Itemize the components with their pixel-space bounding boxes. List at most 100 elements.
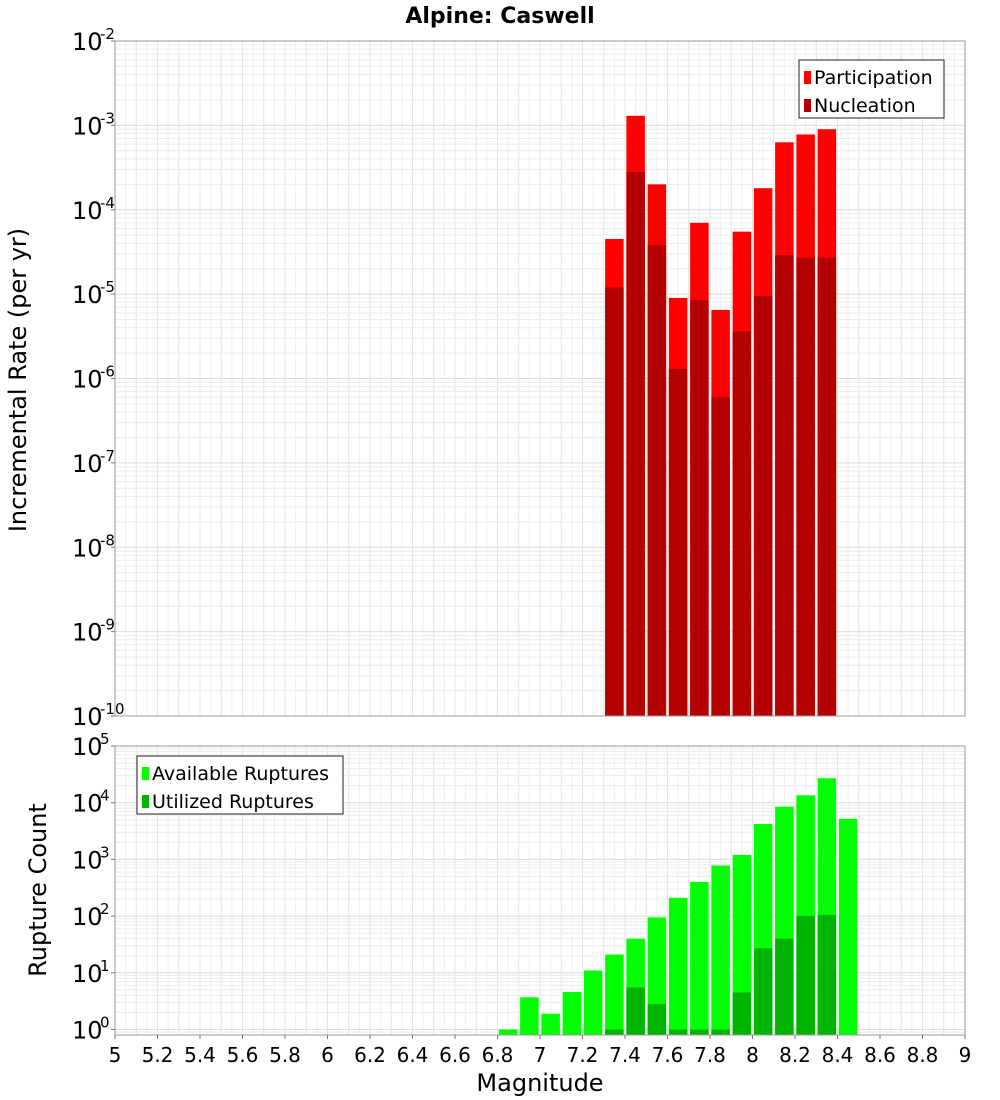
bar-nucleation [711,397,730,716]
x-tick-label: 6.8 [482,1043,514,1067]
bar-nucleation [626,172,645,716]
bar-utilized-ruptures [626,987,645,1035]
x-tick-label: 6 [321,1043,334,1067]
x-tick-label: 8 [746,1043,759,1067]
x-tick-label: 7 [534,1043,547,1067]
top-y-tick-label: 10 [72,619,103,647]
bar-available-ruptures [668,897,688,1035]
bar-available-ruptures [690,881,709,1035]
bar-nucleation [796,257,815,716]
top-legend-swatch [804,71,811,84]
top-y-tick-exponent: -3 [100,109,115,127]
bottom-y-tick-label: 10 [72,960,103,988]
bar-available-ruptures [838,818,858,1035]
top-y-tick-exponent: -6 [100,363,115,381]
bottom-y-tick-label: 10 [72,733,103,761]
top-y-tick-label: 10 [72,534,103,562]
bottom-y-tick-label: 10 [72,1017,103,1045]
bar-utilized-ruptures [690,1029,709,1035]
bar-nucleation [817,257,837,716]
x-axis-label: Magnitude [476,1069,603,1097]
x-tick-label: 8.8 [907,1043,939,1067]
x-tick-label: 6.4 [397,1043,429,1067]
top-legend-label: Nucleation [814,95,916,117]
top-legend-box [798,59,945,119]
x-tick-label: 5.8 [269,1043,301,1067]
top-y-tick-label: 10 [72,366,103,394]
bar-nucleation [753,296,773,716]
bar-available-ruptures [711,865,730,1035]
bottom-y-tick-exponent: 2 [100,900,110,918]
bar-utilized-ruptures [668,1029,688,1035]
bottom-y-tick-exponent: 4 [100,787,110,805]
bottom-y-tick-label: 10 [72,903,103,931]
bar-nucleation [605,287,624,716]
top-legend-swatch [804,99,811,112]
top-y-tick-exponent: -2 [100,25,115,43]
bottom-y-tick-label: 10 [72,846,103,874]
bar-nucleation [690,300,709,716]
top-legend: Participation Nucleation [798,59,945,119]
bottom-y-tick-exponent: 5 [100,730,110,748]
top-y-tick-exponent: -7 [100,447,115,465]
top-y-tick-exponent: -4 [100,194,115,212]
top-y-tick-exponent: -9 [100,616,115,634]
top-y-tick-label: 10 [72,281,103,309]
bar-nucleation [668,368,688,716]
top-y-tick-exponent: -10 [100,700,125,718]
x-tick-label: 7.6 [652,1043,684,1067]
bottom-legend-box [136,755,344,815]
x-tick-label: 5.4 [184,1043,216,1067]
bar-utilized-ruptures [817,914,837,1035]
bottom-y-tick-exponent: 3 [100,843,110,861]
bottom-y-tick-exponent: 1 [100,957,110,975]
bar-nucleation [775,255,794,716]
bottom-legend-label: Available Ruptures [152,763,329,785]
top-plot-grid [114,41,966,717]
top-y-tick-exponent: -5 [100,278,115,296]
bottom-plot-bars [498,778,858,1035]
top-plot-bars [605,115,837,717]
top-y-tick-exponent: -8 [100,531,115,549]
x-tick-label: 6.6 [439,1043,471,1067]
bottom-legend: Available Ruptures Utilized Ruptures [136,755,344,815]
top-y-tick-label: 10 [72,112,103,140]
bottom-y-tick-exponent: 0 [100,1014,110,1032]
bottom-y-tick-label: 10 [72,790,103,818]
bar-utilized-ruptures [711,1029,730,1035]
chart-title: Alpine: Caswell [405,4,594,29]
top-y-axis-label: Incremental Rate (per yr) [4,228,32,532]
bar-available-ruptures [498,1029,518,1035]
bottom-legend-swatch [142,767,149,780]
x-tick-label: 7.2 [567,1043,599,1067]
bar-available-ruptures [605,954,624,1035]
bar-available-ruptures [583,970,603,1035]
bar-utilized-ruptures [647,1004,667,1035]
bar-utilized-ruptures [796,916,815,1035]
legends: Participation Nucleation Available Rupture… [136,59,945,815]
top-legend-label: Participation [814,67,933,89]
top-y-tick-label: 10 [72,703,103,731]
x-tick-label: 7.8 [694,1043,726,1067]
top-y-tick-label: 10 [72,197,103,225]
x-tick-label: 7.4 [609,1043,641,1067]
x-tick-label: 8.4 [822,1043,854,1067]
bar-nucleation [647,245,667,717]
bottom-y-axis-label: Rupture Count [24,803,52,977]
bar-utilized-ruptures [605,1029,624,1035]
bar-nucleation [732,331,752,716]
x-tick-label: 6.2 [354,1043,386,1067]
bar-utilized-ruptures [732,992,752,1035]
x-tick-label: 8.6 [864,1043,896,1067]
x-tick-label: 8.2 [779,1043,811,1067]
bar-available-ruptures [520,997,539,1035]
top-y-tick-label: 10 [72,28,103,56]
bar-available-ruptures [562,991,582,1035]
x-tick-label: 5 [109,1043,122,1067]
x-tick-label: 9 [959,1043,972,1067]
bottom-legend-swatch [142,795,149,808]
bar-utilized-ruptures [775,938,794,1035]
axis-ticks: 10-1010-910-810-710-610-510-410-310-2100… [72,25,971,1067]
top-y-tick-label: 10 [72,450,103,478]
